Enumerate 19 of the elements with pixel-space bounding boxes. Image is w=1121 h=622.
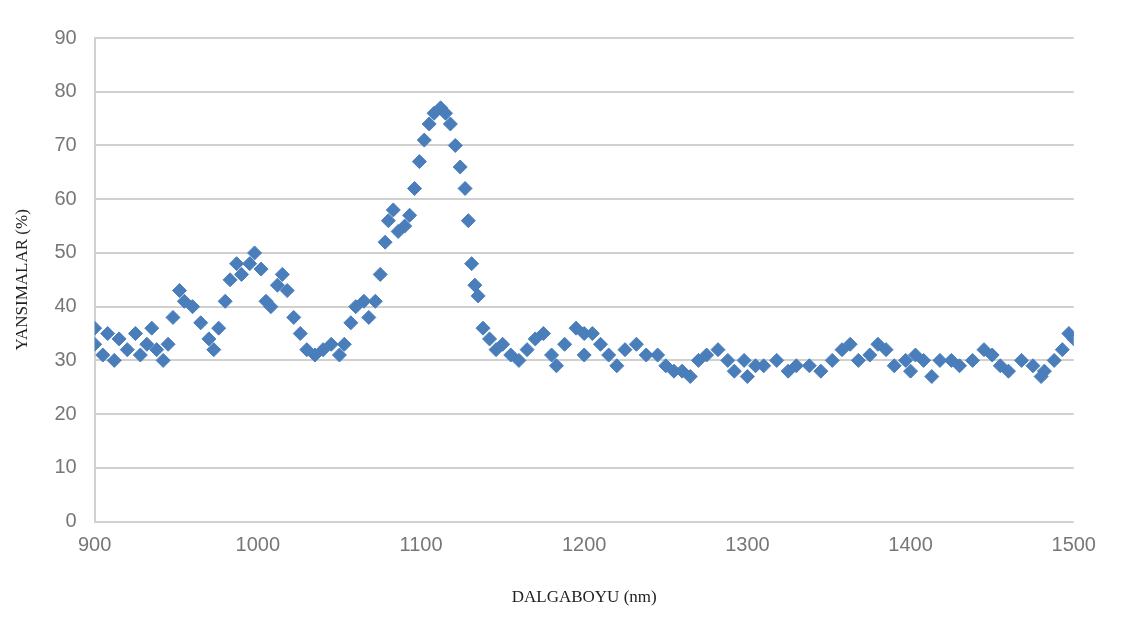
x-tick-label: 1300 [725, 533, 770, 556]
x-tick-label: 1500 [1051, 533, 1096, 556]
x-tick-label: 1100 [399, 533, 443, 556]
y-tick-label: 30 [54, 347, 77, 370]
y-axis-title: YANSIMALAR (%) [11, 209, 31, 351]
y-tick-label: 70 [54, 132, 77, 155]
y-tick-label: 80 [54, 79, 77, 102]
x-tick-label: 900 [77, 533, 112, 556]
x-axis-title: DALGABOYU (nm) [511, 587, 657, 607]
x-tick-label: 1200 [561, 533, 607, 556]
y-tick-label: 60 [54, 186, 77, 209]
y-tick-label: 40 [54, 294, 77, 317]
y-tick-label: 50 [54, 240, 77, 263]
y-tick-label: 0 [65, 509, 77, 532]
x-tick-label: 1400 [888, 533, 933, 556]
x-tick-label: 1000 [235, 533, 281, 556]
y-tick-label: 90 [54, 25, 77, 48]
y-tick-label: 20 [54, 401, 77, 424]
y-tick-label: 10 [54, 455, 77, 478]
